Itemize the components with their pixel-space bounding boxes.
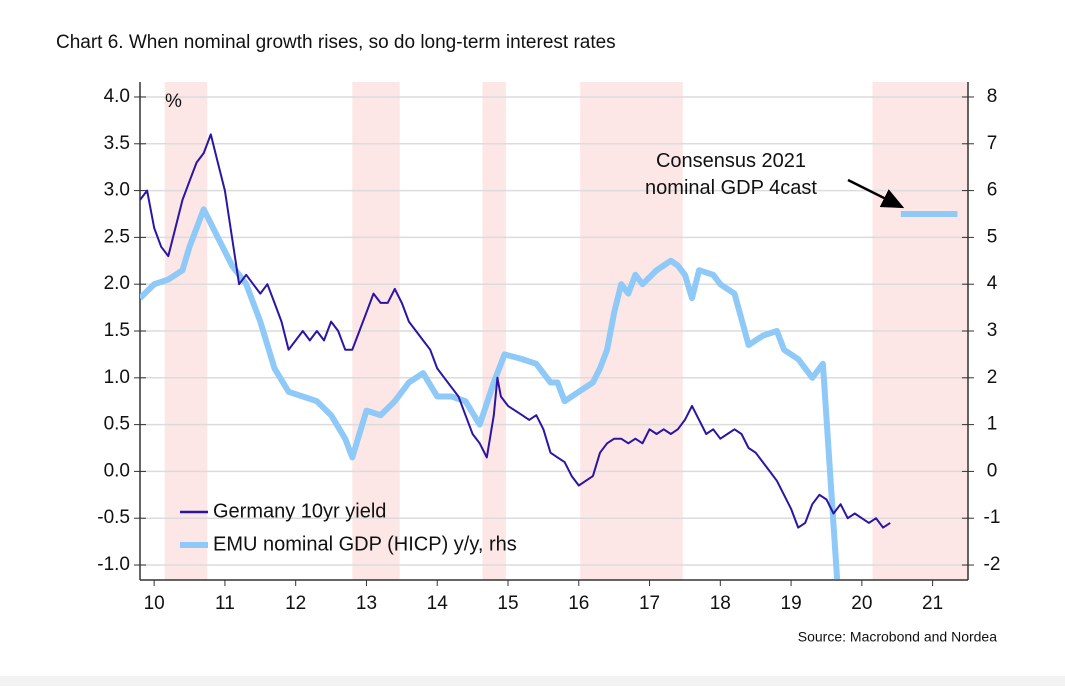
x-tick-label: 12 bbox=[285, 593, 306, 614]
legend-label: Germany 10yr yield bbox=[213, 500, 386, 522]
y-tick-label: 1.5 bbox=[104, 320, 130, 341]
x-tick-label: 10 bbox=[144, 593, 165, 614]
series-line bbox=[140, 133, 891, 529]
footer-strip bbox=[0, 676, 1065, 686]
y2-tick-label: 0 bbox=[987, 460, 998, 481]
y2-tick-label: 5 bbox=[987, 226, 998, 247]
y2-tick-label: -1 bbox=[984, 507, 1001, 528]
y-tick-label: 3.5 bbox=[104, 133, 130, 154]
y2-tick-label: 6 bbox=[987, 180, 998, 201]
plot: 4.0 3.5 3.0 2.5 2.0 1.5 1.0 0.5 0.0 -0.5 -1.0 8 7 6 5 4… bbox=[97, 82, 1000, 614]
y2-tick-label: 8 bbox=[987, 86, 998, 107]
y2-tick-label: 7 bbox=[987, 133, 998, 154]
x-tick-label: 15 bbox=[497, 593, 518, 614]
annotation: Consensus 2021 nominal GDP 4cast bbox=[645, 150, 817, 199]
y-tick-label: -1.0 bbox=[97, 554, 130, 575]
y2-tick-label: 1 bbox=[987, 414, 998, 435]
y2-tick-label: -2 bbox=[984, 554, 1001, 575]
y-unit-label: % bbox=[165, 91, 182, 112]
x-tick-label: 17 bbox=[639, 593, 660, 614]
y-tick-label: 2.0 bbox=[104, 273, 130, 294]
y-tick-label: 0.5 bbox=[104, 414, 130, 435]
y-tick-label: 4.0 bbox=[104, 86, 130, 107]
x-tick-label: 16 bbox=[568, 593, 589, 614]
x-tick-label: 11 bbox=[215, 593, 235, 614]
y2-tick-label: 3 bbox=[987, 320, 998, 341]
annotation-arrow bbox=[847, 178, 905, 209]
source: Source: Macrobond and Nordea bbox=[798, 629, 997, 645]
y-tick-label: 3.0 bbox=[104, 180, 130, 201]
x-tick-label: 19 bbox=[781, 593, 802, 614]
y-tick-label: -0.5 bbox=[97, 507, 130, 528]
y2-tick-label: 2 bbox=[987, 367, 998, 388]
x-tick-label: 21 bbox=[922, 593, 943, 614]
x-tick-label: 13 bbox=[356, 593, 377, 614]
legend-label: EMU nominal GDP (HICP) y/y, rhs bbox=[213, 533, 517, 555]
y-tick-label: 0.0 bbox=[104, 460, 130, 481]
series-line bbox=[140, 206, 958, 580]
x-tick-label: 18 bbox=[710, 593, 731, 614]
y-tick-label: 2.5 bbox=[104, 226, 130, 247]
chart-title: Chart 6. When nominal growth rises, so d… bbox=[56, 32, 616, 53]
y-tick-label: 1.0 bbox=[104, 367, 130, 388]
x-tick-label: 14 bbox=[427, 593, 449, 614]
x-tick-label: 20 bbox=[851, 593, 872, 614]
y2-tick-label: 4 bbox=[987, 273, 998, 294]
